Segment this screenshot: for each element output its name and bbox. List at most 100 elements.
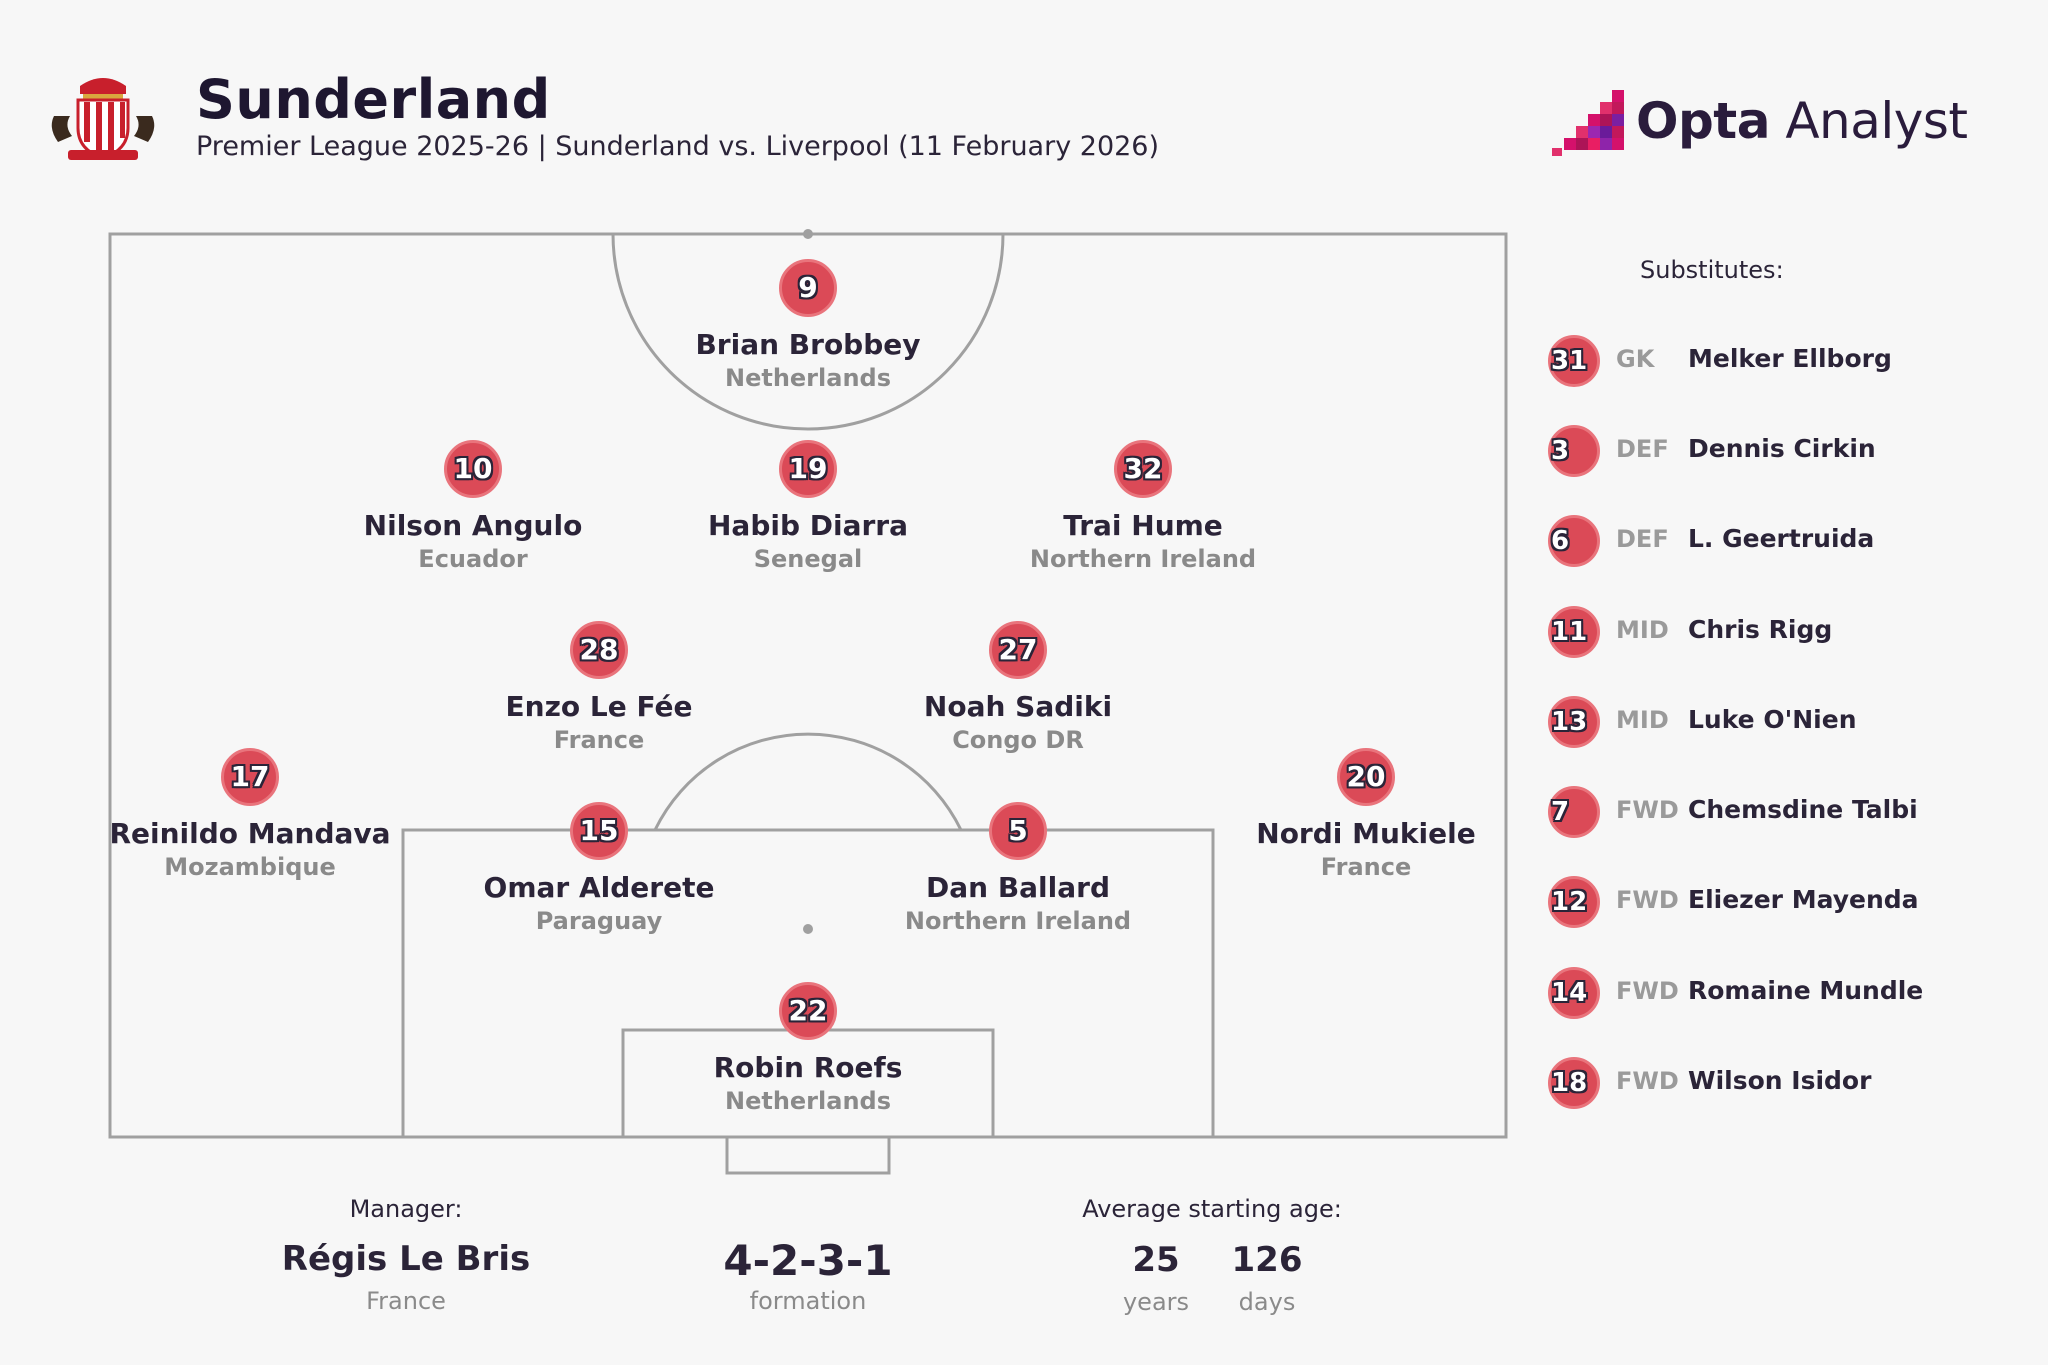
shirt-number-badge: 22	[779, 982, 837, 1040]
centre-spot	[803, 229, 813, 239]
shirt-number-badge: 32	[1114, 440, 1172, 498]
shirt-number-badge: 5	[989, 802, 1047, 860]
player-name: Robin Roefs	[713, 1051, 903, 1084]
player-nordi-mukiele: 20 Nordi Mukiele France	[1206, 748, 1526, 883]
player-nation: Northern Ireland	[904, 907, 1132, 935]
brand-name-strong: Opta	[1636, 92, 1770, 150]
substitute-row: 11 MID Chris Rigg	[1548, 606, 2008, 660]
player-name: Reinildo Mandava	[109, 817, 391, 850]
substitute-row: 31 GK Melker Ellborg	[1548, 335, 2008, 389]
substitute-name: Melker Ellborg	[1688, 344, 1892, 373]
centre-circle-arc	[611, 233, 1005, 431]
substitute-position: GK	[1616, 345, 1655, 373]
player-nation: France	[553, 726, 645, 754]
substitute-position: FWD	[1616, 886, 1679, 914]
substitute-name: Luke O'Nien	[1688, 705, 1857, 734]
shirt-number-badge: 3	[1548, 425, 1600, 477]
brand-wordmark: Opta Analyst	[1636, 92, 1968, 150]
manager-label: Manager:	[349, 1195, 463, 1223]
shirt-number-badge: 9	[779, 259, 837, 317]
opta-pixel-logo-icon	[1552, 90, 1624, 156]
formation-block: 4-2-3-1 formation	[658, 1236, 958, 1315]
shirt-number-badge: 13	[1548, 696, 1600, 748]
player-nation: Ecuador	[418, 545, 528, 573]
age-days: 126 days	[1212, 1240, 1322, 1316]
substitute-position: FWD	[1616, 1067, 1679, 1095]
player-nation: Netherlands	[724, 364, 891, 392]
average-age-label: Average starting age:	[1082, 1195, 1342, 1223]
shirt-number-badge: 27	[989, 621, 1047, 679]
substitute-name: Chris Rigg	[1688, 615, 1833, 644]
substitute-name: Chemsdine Talbi	[1688, 795, 1918, 824]
brand-name-light: Analyst	[1769, 92, 1968, 150]
shirt-number-badge: 18	[1548, 1057, 1600, 1109]
substitute-position: MID	[1616, 706, 1669, 734]
substitute-position: DEF	[1616, 435, 1669, 463]
player-name: Nordi Mukiele	[1256, 817, 1476, 850]
player-name: Noah Sadiki	[923, 690, 1113, 723]
shirt-number-badge: 15	[570, 802, 628, 860]
shirt-number-badge: 19	[779, 440, 837, 498]
player-enzo-le-fee: 28 Enzo Le Fée France	[439, 621, 759, 756]
player-trai-hume: 32 Trai Hume Northern Ireland	[983, 440, 1303, 575]
shirt-number-badge: 17	[221, 748, 279, 806]
substitute-row: 7 FWD Chemsdine Talbi	[1548, 786, 2008, 840]
substitute-row: 3 DEF Dennis Cirkin	[1548, 425, 2008, 479]
player-name: Brian Brobbey	[695, 328, 921, 361]
shirt-number-badge: 6	[1548, 515, 1600, 567]
player-nation: Netherlands	[724, 1087, 891, 1115]
player-nilson-angulo: 10 Nilson Angulo Ecuador	[313, 440, 633, 575]
goal	[725, 1135, 891, 1175]
player-nation: Northern Ireland	[1029, 545, 1257, 573]
player-name: Trai Hume	[1063, 509, 1223, 542]
player-name: Habib Diarra	[707, 509, 908, 542]
average-age-block: Average starting age:	[1052, 1195, 1372, 1223]
age-days-label: days	[1238, 1288, 1296, 1316]
player-nation: France	[1320, 853, 1412, 881]
player-name: Nilson Angulo	[363, 509, 583, 542]
substitute-row: 13 MID Luke O'Nien	[1548, 696, 2008, 750]
player-noah-sadiki: 27 Noah Sadiki Congo DR	[858, 621, 1178, 756]
substitute-position: FWD	[1616, 977, 1679, 1005]
shirt-number-badge: 12	[1548, 876, 1600, 928]
player-nation: Paraguay	[535, 907, 663, 935]
substitute-name: L. Geertruida	[1688, 524, 1875, 553]
player-omar-alderete: 15 Omar Alderete Paraguay	[439, 802, 759, 937]
age-years: 25 years	[1106, 1240, 1206, 1316]
player-name: Omar Alderete	[483, 871, 715, 904]
team-title: Sunderland	[196, 68, 551, 131]
shirt-number-badge: 28	[570, 621, 628, 679]
player-brian-brobbey: 9 Brian Brobbey Netherlands	[648, 259, 968, 394]
player-nation: Congo DR	[952, 726, 1084, 754]
manager-name: Régis Le Bris	[281, 1239, 531, 1279]
substitute-name: Eliezer Mayenda	[1688, 885, 1919, 914]
substitute-position: MID	[1616, 616, 1669, 644]
substitute-row: 14 FWD Romaine Mundle	[1548, 967, 2008, 1021]
shirt-number-badge: 11	[1548, 606, 1600, 658]
substitute-position: FWD	[1616, 796, 1679, 824]
age-years-value: 25	[1132, 1240, 1180, 1280]
age-days-value: 126	[1231, 1240, 1303, 1280]
formation-label: formation	[749, 1287, 867, 1315]
substitute-name: Dennis Cirkin	[1688, 434, 1876, 463]
penalty-arc	[653, 732, 963, 831]
substitutes-title: Substitutes:	[1640, 256, 1784, 284]
player-robin-roefs: 22 Robin Roefs Netherlands	[648, 982, 968, 1117]
shirt-number-badge: 7	[1548, 786, 1600, 838]
penalty-spot	[803, 924, 813, 934]
player-dan-ballard: 5 Dan Ballard Northern Ireland	[858, 802, 1178, 937]
manager-nation: France	[366, 1287, 446, 1315]
sunderland-crest-icon	[51, 78, 155, 160]
shirt-number-badge: 31	[1548, 335, 1600, 387]
age-years-label: years	[1122, 1288, 1190, 1316]
player-nation: Mozambique	[164, 853, 336, 881]
shirt-number-badge: 10	[444, 440, 502, 498]
substitute-row: 12 FWD Eliezer Mayenda	[1548, 876, 2008, 930]
match-subtitle: Premier League 2025-26 | Sunderland vs. …	[196, 131, 1160, 162]
substitute-row: 6 DEF L. Geertruida	[1548, 515, 2008, 569]
opta-analyst-logo: Opta Analyst	[1552, 88, 1968, 160]
player-name: Dan Ballard	[926, 871, 1110, 904]
player-name: Enzo Le Fée	[505, 690, 693, 723]
shirt-number-badge: 20	[1337, 748, 1395, 806]
shirt-number-badge: 14	[1548, 967, 1600, 1019]
